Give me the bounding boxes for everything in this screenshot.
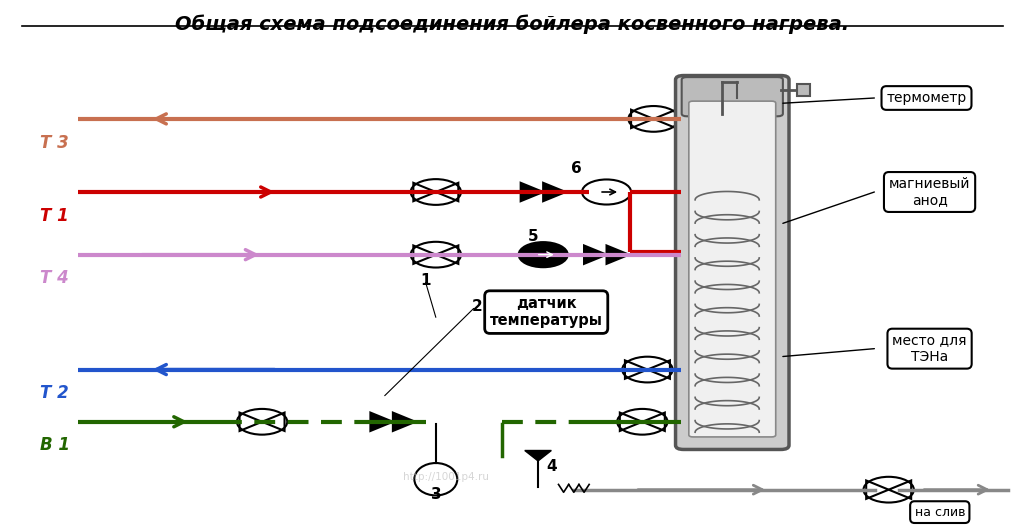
Text: http://1001p4.ru: http://1001p4.ru — [403, 471, 489, 481]
Text: термометр: термометр — [887, 91, 967, 105]
Polygon shape — [607, 246, 629, 264]
Polygon shape — [543, 183, 566, 201]
Polygon shape — [370, 413, 393, 431]
Ellipse shape — [691, 402, 774, 431]
Text: на слив: на слив — [914, 506, 966, 519]
Text: Т 4: Т 4 — [40, 269, 69, 287]
Polygon shape — [393, 413, 415, 431]
Text: Т 2: Т 2 — [40, 384, 69, 402]
Circle shape — [519, 242, 568, 267]
Text: 3: 3 — [430, 487, 441, 502]
Text: Общая схема подсоединения бойлера косвенного нагрева.: Общая схема подсоединения бойлера косвен… — [175, 15, 850, 34]
Text: Т 1: Т 1 — [40, 207, 69, 225]
Text: 1: 1 — [420, 274, 430, 288]
Text: место для
ТЭНа: место для ТЭНа — [893, 333, 967, 364]
FancyBboxPatch shape — [675, 76, 789, 449]
Text: датчик
температуры: датчик температуры — [490, 296, 603, 328]
FancyBboxPatch shape — [689, 101, 776, 437]
Text: 4: 4 — [546, 459, 557, 474]
Text: магниевый
анод: магниевый анод — [889, 177, 971, 207]
Text: Т 3: Т 3 — [40, 133, 69, 152]
Text: 6: 6 — [571, 161, 581, 176]
Text: 5: 5 — [528, 229, 538, 244]
Text: В 1: В 1 — [40, 436, 71, 455]
Polygon shape — [584, 246, 607, 264]
FancyBboxPatch shape — [682, 77, 783, 116]
FancyBboxPatch shape — [797, 84, 811, 97]
Polygon shape — [521, 183, 543, 201]
Text: 2: 2 — [472, 299, 482, 314]
Polygon shape — [525, 450, 551, 461]
